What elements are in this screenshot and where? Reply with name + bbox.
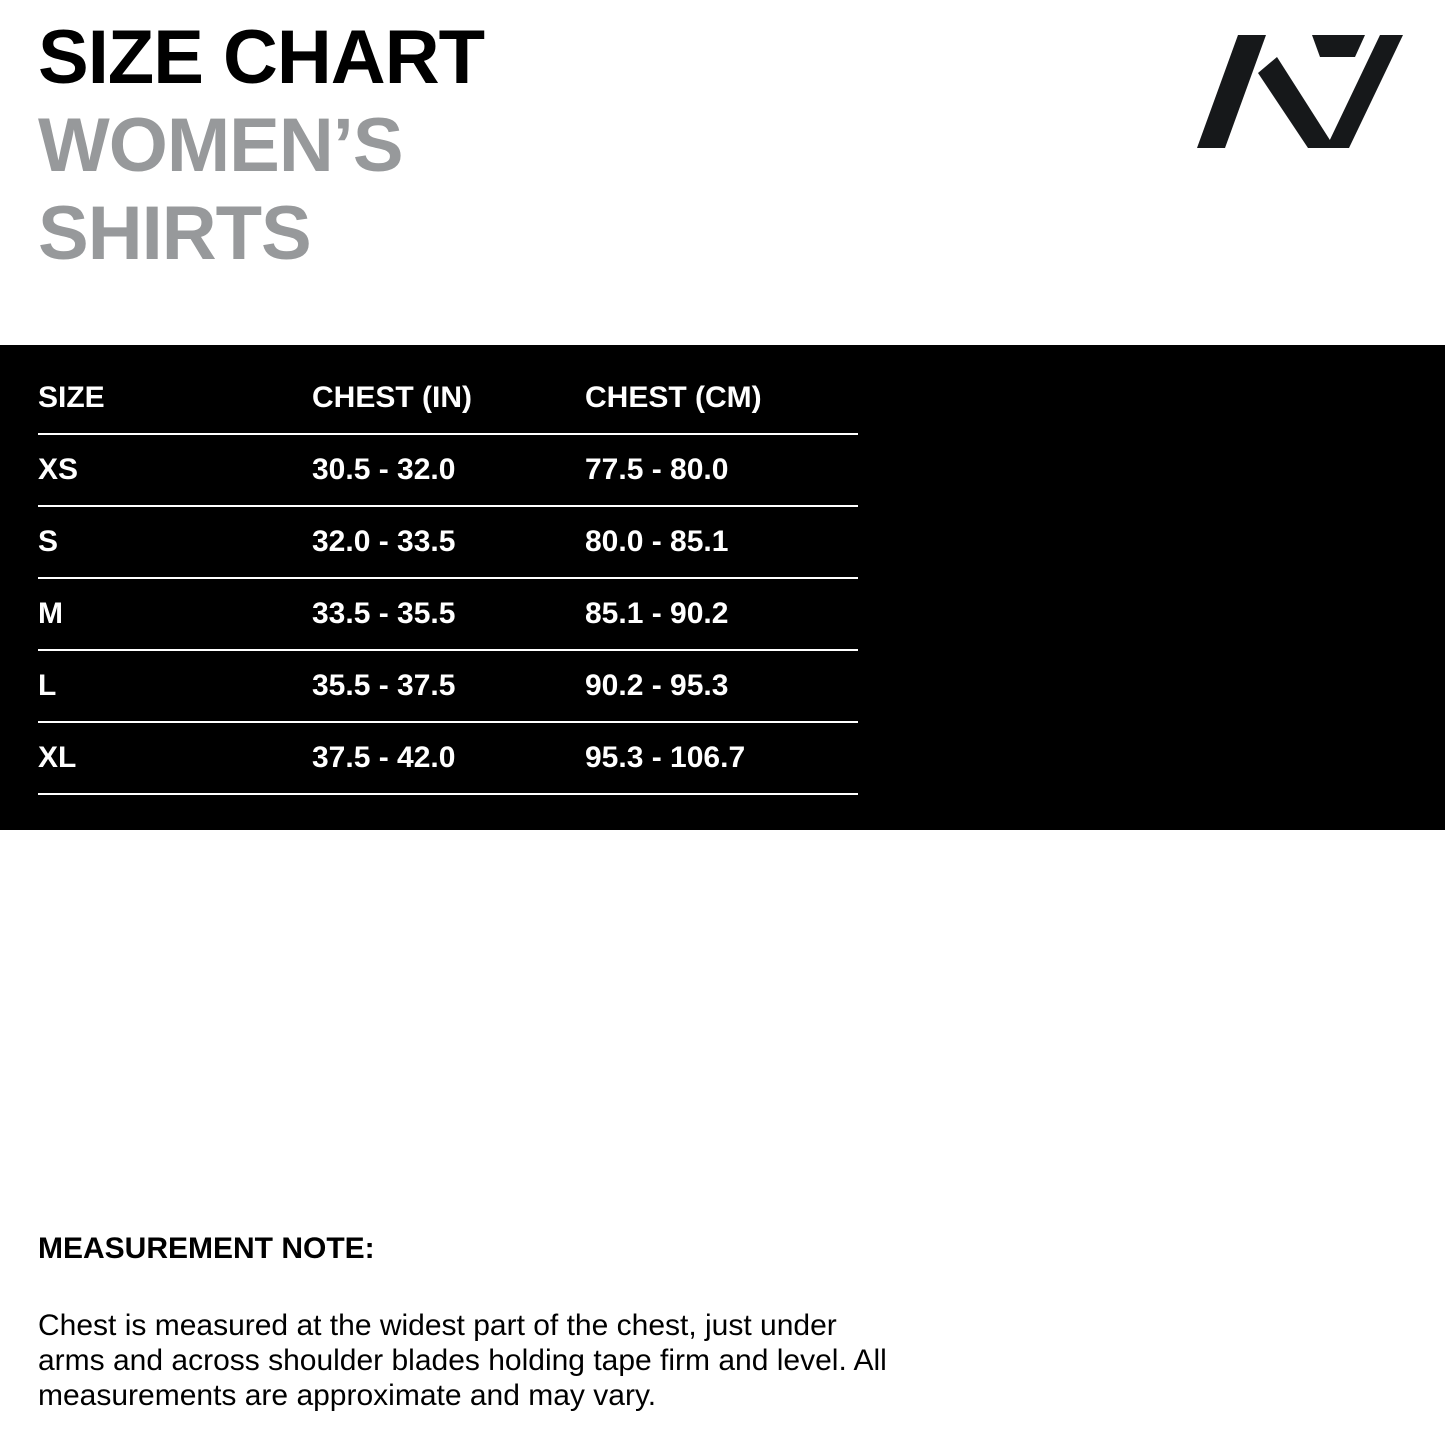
note-line: Chest is measured at the widest part of … <box>38 1309 837 1342</box>
size-table: SIZE CHEST (IN) CHEST (CM) XS 30.5 - 32.… <box>38 363 858 795</box>
size-table-band: SIZE CHEST (IN) CHEST (CM) XS 30.5 - 32.… <box>0 345 1445 830</box>
cell-size: S <box>38 525 59 558</box>
cell-chest-cm: 90.2 - 95.3 <box>585 669 729 702</box>
header-size: SIZE <box>38 381 105 414</box>
cell-size: M <box>38 597 63 630</box>
a7-logo-svg <box>1197 35 1403 148</box>
page-subtitle-line2: SHIRTS <box>38 191 312 276</box>
cell-chest-in: 37.5 - 42.0 <box>312 741 456 774</box>
logo-seven-descender <box>1326 35 1403 148</box>
title-block: SIZE CHART WOMEN’S SHIRTS <box>38 14 485 278</box>
a7-brand-logo-icon <box>1190 33 1410 150</box>
table-row: M 33.5 - 35.5 85.1 - 90.2 <box>38 579 858 651</box>
cell-chest-in: 35.5 - 37.5 <box>312 669 456 702</box>
cell-size: L <box>38 669 57 702</box>
logo-seven-bar <box>1312 35 1365 57</box>
table-row: S 32.0 - 33.5 80.0 - 85.1 <box>38 507 858 579</box>
table-row: L 35.5 - 37.5 90.2 - 95.3 <box>38 651 858 723</box>
cell-size: XS <box>38 453 79 486</box>
cell-chest-in: 33.5 - 35.5 <box>312 597 456 630</box>
page-subtitle-line1: WOMEN’S <box>38 103 404 188</box>
cell-chest-cm: 95.3 - 106.7 <box>585 741 746 774</box>
cell-chest-cm: 80.0 - 85.1 <box>585 525 729 558</box>
table-header-row: SIZE CHEST (IN) CHEST (CM) <box>38 363 858 435</box>
cell-chest-in: 32.0 - 33.5 <box>312 525 456 558</box>
cell-size: XL <box>38 741 77 774</box>
logo-right-leg <box>1258 57 1335 148</box>
measurement-note-text: Chest is measured at the widest part of … <box>38 1308 887 1413</box>
cell-chest-cm: 77.5 - 80.0 <box>585 453 729 486</box>
header-chest-cm: CHEST (CM) <box>585 381 762 414</box>
note-line: arms and across shoulder blades holding … <box>38 1344 887 1377</box>
header-chest-in: CHEST (IN) <box>312 381 472 414</box>
cell-chest-in: 30.5 - 32.0 <box>312 453 456 486</box>
logo-left-slash <box>1197 35 1266 148</box>
table-row: XL 37.5 - 42.0 95.3 - 106.7 <box>38 723 858 795</box>
note-line: measurements are approximate and may var… <box>38 1379 657 1412</box>
page-title: SIZE CHART <box>38 15 485 100</box>
table-row: XS 30.5 - 32.0 77.5 - 80.0 <box>38 435 858 507</box>
measurement-note-heading: MEASUREMENT NOTE: <box>38 1232 375 1265</box>
cell-chest-cm: 85.1 - 90.2 <box>585 597 729 630</box>
